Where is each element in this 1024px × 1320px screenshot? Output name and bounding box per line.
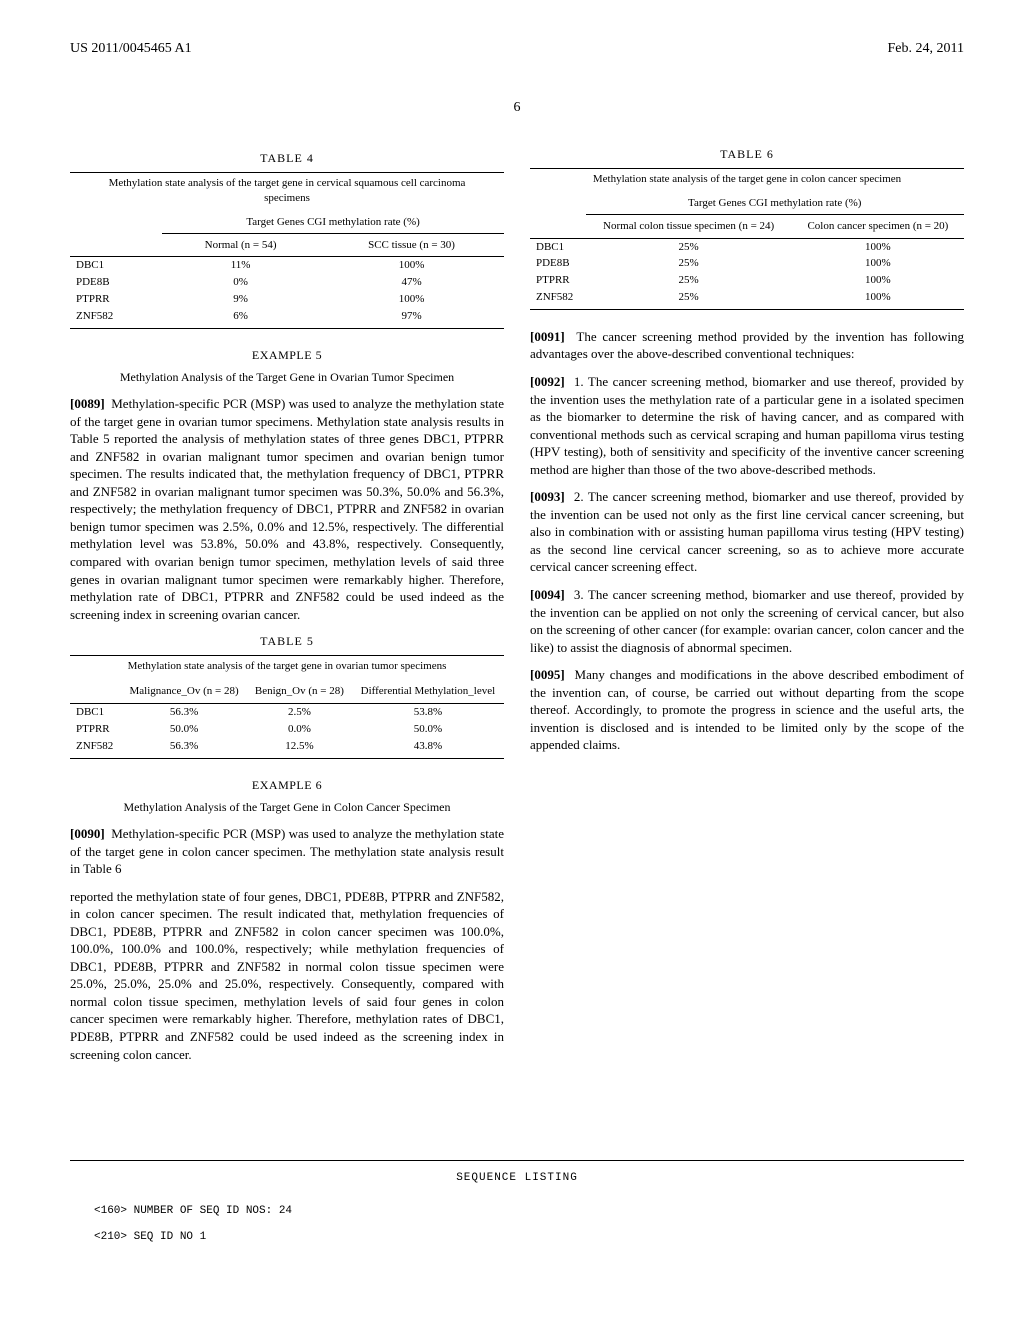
para-number: [0095] xyxy=(530,667,565,682)
page-number: 6 xyxy=(70,99,964,118)
example5-title: Methylation Analysis of the Target Gene … xyxy=(98,369,476,385)
para-text: 2. The cancer screening method, biomarke… xyxy=(530,489,964,574)
para-text: Many changes and modifications in the ab… xyxy=(530,667,964,752)
table6-caption: Methylation state analysis of the target… xyxy=(530,168,964,193)
para-text: The cancer screening method provided by … xyxy=(530,329,964,362)
table6-label: TABLE 6 xyxy=(530,146,964,162)
sequence-listing-section: SEQUENCE LISTING <160> NUMBER OF SEQ ID … xyxy=(70,1160,964,1246)
para-number: [0089] xyxy=(70,396,105,411)
table-row: DBC125%100% xyxy=(530,238,964,255)
table4-col1: Normal (n = 54) xyxy=(162,233,319,257)
table-row: DBC156.3%2.5%53.8% xyxy=(70,704,504,721)
table-row: PTPRR50.0%0.0%50.0% xyxy=(70,721,504,738)
table6-group-header: Target Genes CGI methylation rate (%) xyxy=(586,193,965,214)
table5-col0 xyxy=(70,680,121,703)
para-number: [0092] xyxy=(530,374,565,389)
sequence-listing-title: SEQUENCE LISTING xyxy=(70,1171,964,1186)
table6-col0 xyxy=(530,214,586,238)
para-text: reported the methylation state of four g… xyxy=(70,889,504,1062)
table-row: ZNF58256.3%12.5%43.8% xyxy=(70,738,504,758)
closing-paragraph: [0095] Many changes and modifications in… xyxy=(530,666,964,754)
para-number: [0090] xyxy=(70,826,105,841)
advantage3: [0094] 3. The cancer screening method, b… xyxy=(530,586,964,656)
example6-paragraph-left: [0090] Methylation-specific PCR (MSP) wa… xyxy=(70,825,504,878)
para-text: Methylation-specific PCR (MSP) was used … xyxy=(70,826,504,876)
table4-col0 xyxy=(70,233,162,257)
table4-label: TABLE 4 xyxy=(70,150,504,166)
table-row: PDE8B0%47% xyxy=(70,274,504,291)
advantages-intro: [0091] The cancer screening method provi… xyxy=(530,328,964,363)
table5-block: TABLE 5 Methylation state analysis of th… xyxy=(70,633,504,758)
table5-col3: Differential Methylation_level xyxy=(352,680,504,703)
table5-col2: Benign_Ov (n = 28) xyxy=(247,680,352,703)
publication-number: US 2011/0045465 A1 xyxy=(70,40,192,59)
example6-paragraph-right: reported the methylation state of four g… xyxy=(70,888,504,1063)
table4-group-header: Target Genes CGI methylation rate (%) xyxy=(162,212,504,233)
table5: Methylation state analysis of the target… xyxy=(70,655,504,758)
advantage1: [0092] 1. The cancer screening method, b… xyxy=(530,373,964,478)
publication-date: Feb. 24, 2011 xyxy=(888,40,964,59)
para-text: 3. The cancer screening method, biomarke… xyxy=(530,587,964,655)
table-row: ZNF5826%97% xyxy=(70,308,504,328)
table6-col2: Colon cancer specimen (n = 20) xyxy=(792,214,964,238)
table6-col1: Normal colon tissue specimen (n = 24) xyxy=(586,214,792,238)
para-number: [0091] xyxy=(530,329,565,344)
sequence-line: <210> SEQ ID NO 1 xyxy=(94,1230,964,1245)
table-row: PTPRR25%100% xyxy=(530,272,964,289)
table5-label: TABLE 5 xyxy=(70,633,504,649)
table4-caption: Methylation state analysis of the target… xyxy=(70,172,504,212)
table6-block: TABLE 6 Methylation state analysis of th… xyxy=(530,146,964,310)
advantage2: [0093] 2. The cancer screening method, b… xyxy=(530,488,964,576)
content-columns: TABLE 4 Methylation state analysis of th… xyxy=(70,146,964,1116)
table4: Methylation state analysis of the target… xyxy=(70,172,504,329)
para-number: [0093] xyxy=(530,489,565,504)
table4-col2: SCC tissue (n = 30) xyxy=(319,233,504,257)
example5-label: EXAMPLE 5 xyxy=(70,347,504,363)
para-number: [0094] xyxy=(530,587,565,602)
para-text: Methylation-specific PCR (MSP) was used … xyxy=(70,396,504,622)
example6-title: Methylation Analysis of the Target Gene … xyxy=(98,799,476,815)
table6: Methylation state analysis of the target… xyxy=(530,168,964,310)
page-header: US 2011/0045465 A1 Feb. 24, 2011 xyxy=(70,40,964,59)
example5-paragraph: [0089] Methylation-specific PCR (MSP) wa… xyxy=(70,395,504,623)
table5-col1: Malignance_Ov (n = 28) xyxy=(121,680,247,703)
table4-block: TABLE 4 Methylation state analysis of th… xyxy=(70,150,504,329)
example6-label: EXAMPLE 6 xyxy=(70,777,504,793)
sequence-line: <160> NUMBER OF SEQ ID NOS: 24 xyxy=(94,1204,964,1219)
table-row: ZNF58225%100% xyxy=(530,289,964,309)
table5-caption: Methylation state analysis of the target… xyxy=(70,655,504,680)
table-row: PTPRR9%100% xyxy=(70,291,504,308)
table-row: DBC111%100% xyxy=(70,257,504,274)
table-row: PDE8B25%100% xyxy=(530,255,964,272)
para-text: 1. The cancer screening method, biomarke… xyxy=(530,374,964,477)
